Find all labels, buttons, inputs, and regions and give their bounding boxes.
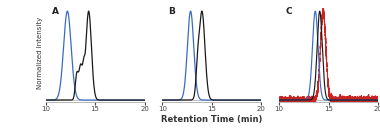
Text: C: C: [285, 7, 292, 16]
Y-axis label: Normalized Intensity: Normalized Intensity: [37, 17, 43, 89]
X-axis label: Retention Time (min): Retention Time (min): [161, 115, 263, 124]
Text: A: A: [52, 7, 59, 16]
Text: B: B: [168, 7, 175, 16]
